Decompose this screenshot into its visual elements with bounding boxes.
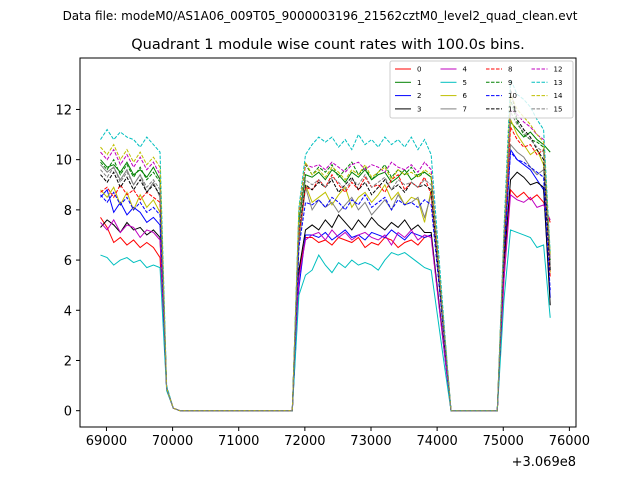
- y-tick-label: 6: [64, 254, 72, 269]
- series-line-1: [100, 120, 551, 412]
- series-line-15: [100, 110, 551, 412]
- legend-label-5: 5: [463, 79, 467, 87]
- axes-frame: [79, 57, 577, 428]
- legend-label-15: 15: [554, 105, 563, 113]
- x-offset-label: +3.069e8: [512, 455, 576, 470]
- y-tick-label: 4: [64, 304, 72, 319]
- series-line-2: [100, 148, 551, 412]
- legend-label-1: 1: [417, 79, 421, 87]
- plot-lines: [100, 79, 551, 412]
- legend-label-8: 8: [508, 66, 512, 74]
- x-tick-label: 73000: [350, 434, 391, 449]
- y-tick-label: 2: [64, 354, 72, 369]
- x-tick-label: 72000: [284, 434, 325, 449]
- series-line-10: [100, 150, 551, 412]
- x-tick-label: 74000: [416, 434, 457, 449]
- legend-label-7: 7: [463, 105, 467, 113]
- legend-label-4: 4: [463, 66, 468, 74]
- x-tick-label: 71000: [218, 434, 259, 449]
- legend-label-9: 9: [508, 79, 512, 87]
- legend-label-3: 3: [417, 105, 421, 113]
- series-line-0: [100, 188, 551, 412]
- legend-label-10: 10: [508, 92, 517, 100]
- series-line-7: [100, 143, 551, 412]
- legend-label-2: 2: [417, 92, 421, 100]
- series-line-14: [100, 94, 551, 412]
- chart-title: Quadrant 1 module wise count rates with …: [131, 37, 525, 53]
- series-line-13: [100, 79, 551, 412]
- x-tick-label: 69000: [86, 434, 127, 449]
- legend-label-14: 14: [554, 92, 563, 100]
- x-tick-label: 70000: [152, 434, 193, 449]
- legend-label-0: 0: [417, 66, 421, 74]
- series-line-5: [100, 229, 551, 412]
- legend-label-13: 13: [554, 79, 563, 87]
- series-line-12: [100, 108, 551, 412]
- y-tick-label: 12: [55, 103, 72, 118]
- legend-box: [389, 60, 574, 119]
- y-axis: 0 2 4 6 8 10 12: [55, 103, 80, 420]
- legend-label-11: 11: [508, 105, 517, 113]
- series-line-11: [100, 89, 551, 412]
- x-tick-label: 76000: [549, 434, 590, 449]
- x-tick-label: 75000: [483, 434, 524, 449]
- x-axis: 69000 70000 71000 72000 73000 74000 75000 76000: [86, 427, 590, 449]
- y-tick-label: 10: [55, 154, 72, 169]
- series-line-4: [100, 193, 551, 412]
- y-tick-label: 0: [64, 405, 72, 420]
- series-line-9: [100, 99, 551, 412]
- legend-label-6: 6: [463, 92, 468, 100]
- legend-label-12: 12: [554, 66, 563, 74]
- chart-suptitle: Data file: modeM0/AS1A06_009T05_90000031…: [63, 9, 578, 23]
- y-tick-label: 8: [64, 204, 72, 219]
